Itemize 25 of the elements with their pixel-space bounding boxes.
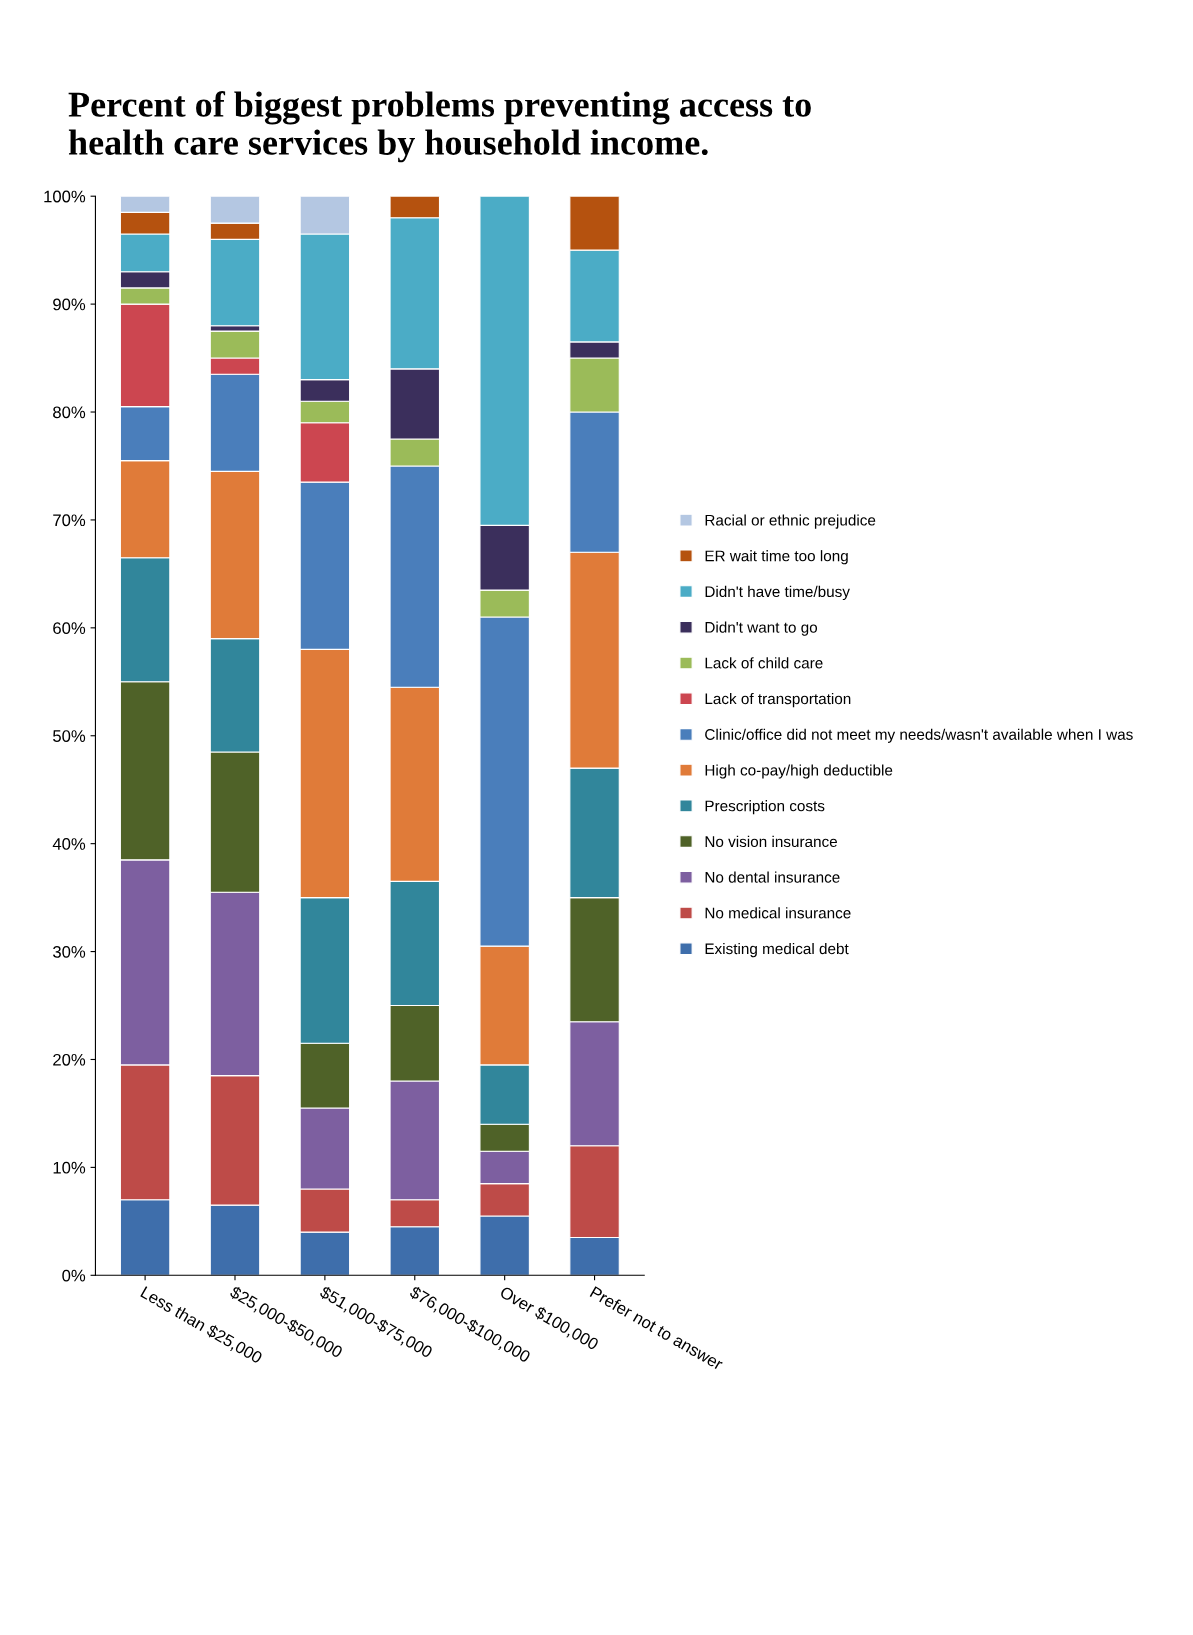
- legend-label: No dental insurance: [705, 871, 840, 883]
- y-tick-label: 90%: [53, 298, 86, 311]
- legend-label: Lack of child care: [705, 657, 823, 669]
- y-tick-label: 20%: [53, 1053, 86, 1066]
- legend-label: Didn't want to go: [705, 621, 818, 636]
- legend-label: Existing medical debt: [705, 942, 849, 958]
- y-tick-label: 100%: [44, 190, 86, 203]
- chart-title: Percent of biggest problems preventing access to health care services by household income.: [68, 91, 811, 163]
- y-tick-label: 0%: [62, 1269, 86, 1282]
- legend-label: Clinic/office did not meet my needs/wasn't available when I was: [705, 728, 1133, 743]
- legend-label: No medical insurance: [705, 907, 851, 919]
- legend-label: ER wait time too long: [705, 550, 848, 565]
- legend-label: No vision insurance: [705, 835, 838, 848]
- y-tick-label: 70%: [53, 514, 86, 527]
- legend-label: Racial or ethnic prejudice: [705, 514, 876, 529]
- y-tick-label: 50%: [53, 730, 86, 742]
- y-tick-label: 60%: [53, 622, 86, 635]
- legend-label: High co-pay/high deductible: [705, 764, 893, 779]
- y-tick-label: 40%: [52, 838, 86, 850]
- y-tick-label: 80%: [53, 406, 86, 419]
- y-tick-label: 30%: [53, 945, 86, 958]
- legend-label: Didn't have time/busy: [705, 585, 850, 601]
- legend-label: Prescription costs: [705, 800, 825, 815]
- legend-label: Lack of transportation: [705, 692, 851, 708]
- y-tick-label: 10%: [53, 1161, 86, 1174]
